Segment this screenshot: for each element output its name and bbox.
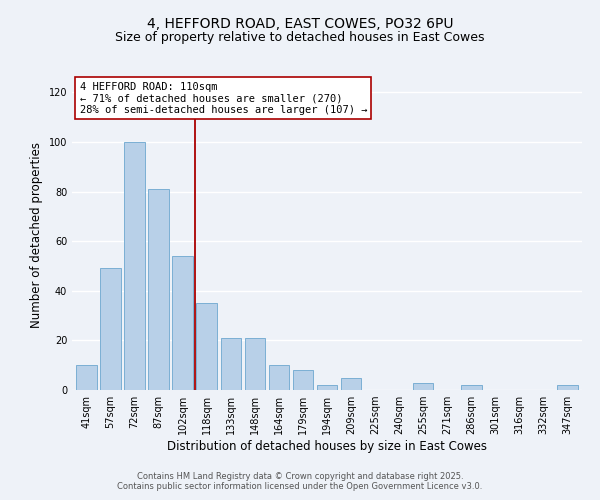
Bar <box>221 338 241 390</box>
Bar <box>124 142 145 390</box>
Bar <box>557 385 578 390</box>
Bar <box>293 370 313 390</box>
Text: Size of property relative to detached houses in East Cowes: Size of property relative to detached ho… <box>115 31 485 44</box>
Text: 4, HEFFORD ROAD, EAST COWES, PO32 6PU: 4, HEFFORD ROAD, EAST COWES, PO32 6PU <box>147 18 453 32</box>
Bar <box>100 268 121 390</box>
Bar <box>413 382 433 390</box>
X-axis label: Distribution of detached houses by size in East Cowes: Distribution of detached houses by size … <box>167 440 487 453</box>
Bar <box>341 378 361 390</box>
Bar <box>245 338 265 390</box>
Bar <box>172 256 193 390</box>
Bar <box>76 365 97 390</box>
Bar <box>461 385 482 390</box>
Bar <box>196 303 217 390</box>
Text: 4 HEFFORD ROAD: 110sqm
← 71% of detached houses are smaller (270)
28% of semi-de: 4 HEFFORD ROAD: 110sqm ← 71% of detached… <box>80 82 367 115</box>
Text: Contains HM Land Registry data © Crown copyright and database right 2025.: Contains HM Land Registry data © Crown c… <box>137 472 463 481</box>
Bar <box>317 385 337 390</box>
Y-axis label: Number of detached properties: Number of detached properties <box>30 142 43 328</box>
Bar <box>269 365 289 390</box>
Text: Contains public sector information licensed under the Open Government Licence v3: Contains public sector information licen… <box>118 482 482 491</box>
Bar <box>148 189 169 390</box>
